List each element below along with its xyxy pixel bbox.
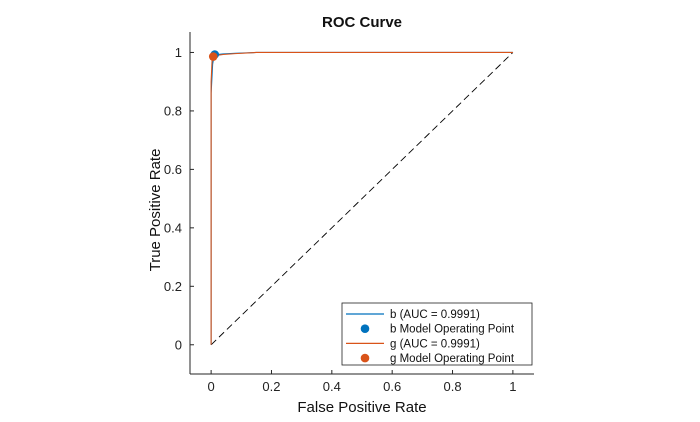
y-tick-label: 0 [175,337,182,352]
legend-entry-label: g Model Operating Point [390,353,515,365]
legend-marker-swatch [360,353,370,363]
tick-labels: 0 0.2 0.4 0.6 0.8 1 0 0.2 0.4 0.6 0.8 1 [164,45,517,394]
legend-marker-swatch [360,324,370,334]
x-tick-label: 0 [208,379,215,394]
legend-entry-label: g (AUC = 0.9991) [390,338,480,350]
chance-reference-line [210,52,514,346]
y-tick-label: 0.2 [164,279,182,294]
legend-box [341,302,533,366]
legend: b (AUC = 0.9991) b Model Operating Point g… [341,302,533,366]
chart-title: ROC Curve [322,14,402,31]
y-axis-label: True Positive Rate [147,149,164,272]
x-axis-label: False Positive Rate [297,399,426,416]
operating-point-g [208,52,218,61]
legend-entry-label: b (AUC = 0.9991) [390,309,480,321]
reference-diagonal [210,52,514,346]
y-tick-label: 1 [175,45,182,60]
x-tick-label: 1 [509,379,516,394]
x-tick-label: 0.2 [262,379,280,394]
plot-axes [189,32,534,375]
y-tick-label: 0.4 [164,220,182,235]
y-tick-label: 0.6 [164,162,182,177]
x-tick-label: 0.6 [383,379,401,394]
legend-entry-label: b Model Operating Point [390,324,515,336]
x-tick-label: 0.4 [323,379,341,394]
y-tick-label: 0.8 [164,103,182,118]
operating-points [208,50,220,61]
x-tick-label: 0.8 [443,379,461,394]
